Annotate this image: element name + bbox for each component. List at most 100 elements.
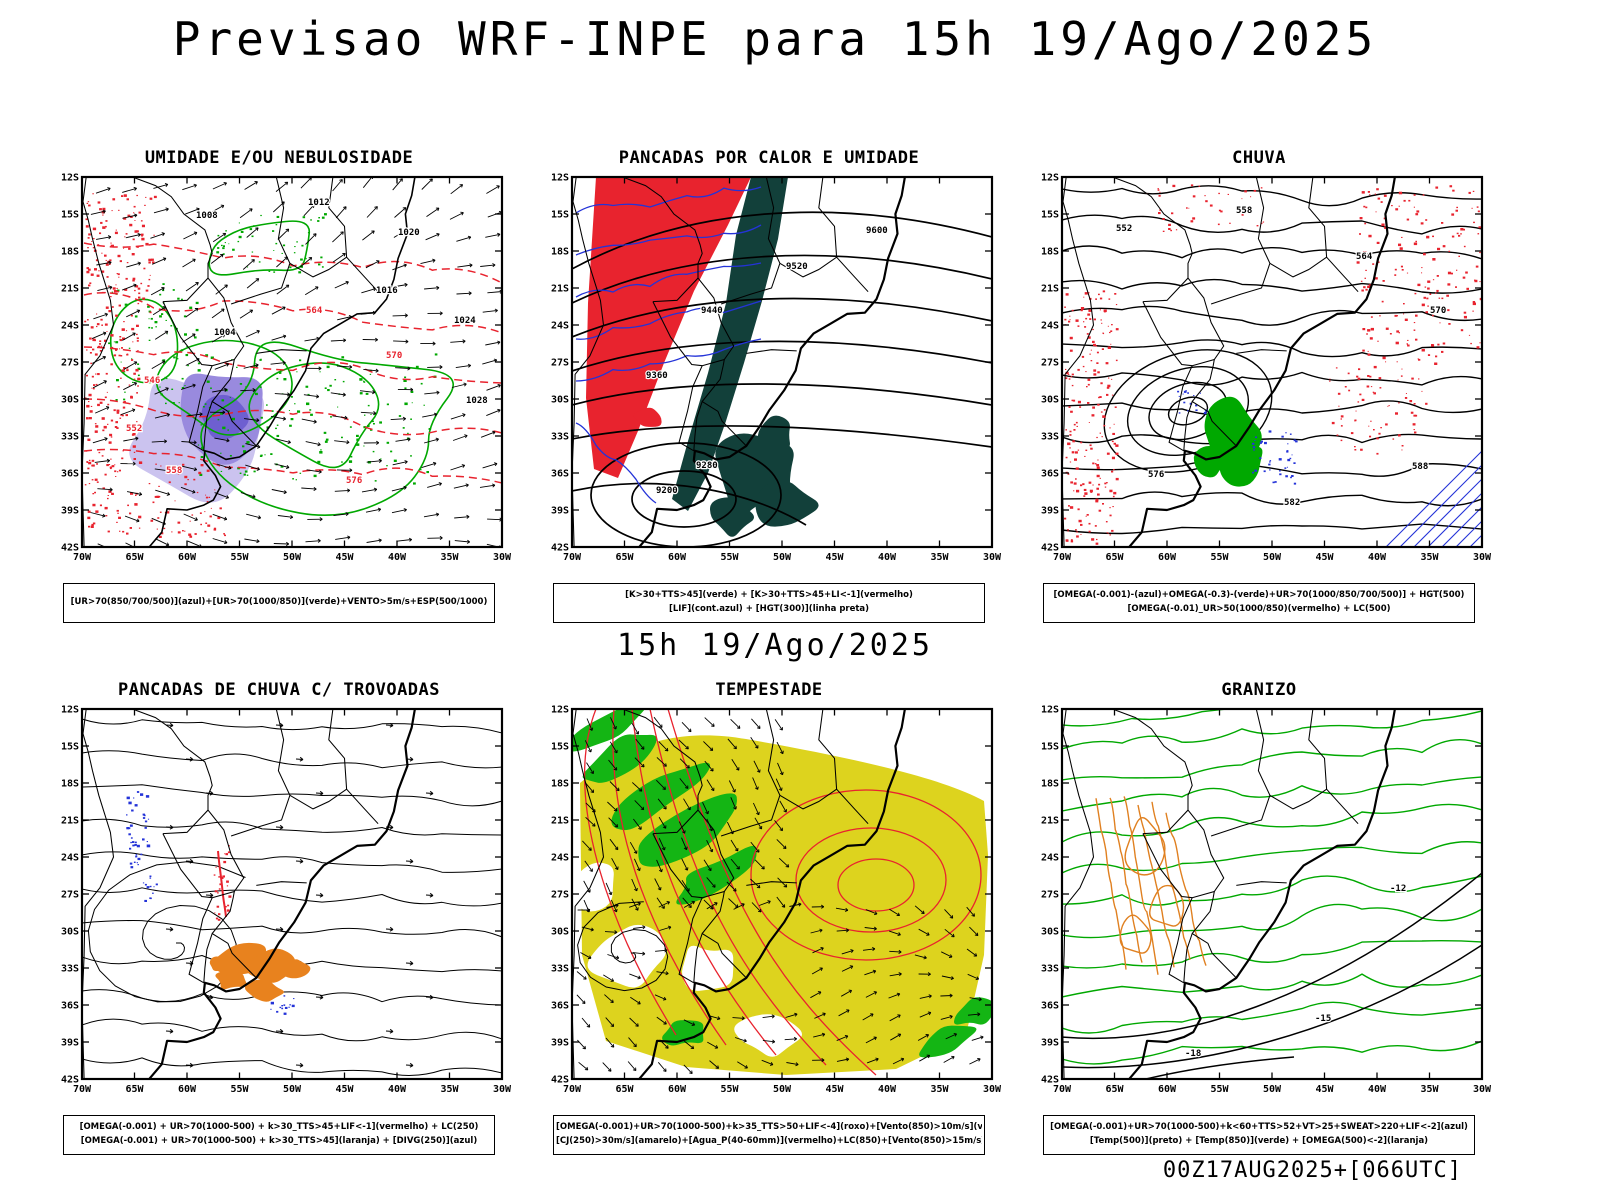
border: [256, 349, 307, 354]
lon-tick-label: 35W: [440, 1084, 459, 1095]
geography: [573, 710, 906, 1078]
border: [1183, 932, 1237, 983]
page-title: Previsao WRF-INPE para 15h 19/Ago/2025: [172, 12, 1378, 66]
lat-tick-label: 15S: [61, 742, 79, 753]
lat-tick-label: 33S: [61, 964, 79, 975]
orange-areas: [209, 942, 311, 1002]
lat-tick-label: 42S: [551, 1075, 569, 1086]
svg-text:9200: 9200: [656, 486, 678, 496]
geography: [83, 710, 416, 1078]
lat-tick-label: 33S: [1041, 964, 1059, 975]
thickness-contours: [83, 242, 501, 484]
lon-tick-label: 65W: [615, 552, 634, 563]
lon-tick-label: 55W: [720, 552, 739, 563]
caption-box-tempestade: [OMEGA(-0.001)+UR>70(1000-500)+k>35_TTS>…: [553, 1115, 985, 1155]
field-layers: [1063, 710, 1481, 1078]
lat-tick-label: 30S: [551, 395, 569, 406]
lon-tick-label: 70W: [1053, 1084, 1072, 1095]
lat-tick-label: 36S: [1041, 1001, 1059, 1012]
coastline: [1128, 710, 1396, 1078]
lon-tick-label: 40W: [878, 552, 897, 563]
border: [328, 710, 379, 825]
lat-tick-label: 12S: [1041, 173, 1059, 184]
lat-tick-label: 21S: [551, 284, 569, 295]
lat-tick-label: 42S: [1041, 1075, 1059, 1086]
map-pancadas-calor: 9200 9280 9360 9440 9520 9600 12S 15S 18S 21S 24S 2…: [536, 173, 1002, 575]
panel-title-tempestade: TEMPESTADE: [715, 680, 823, 700]
red-contours: [583, 710, 982, 1076]
map-frame: [80, 175, 504, 549]
lon-tick-label: 60W: [178, 552, 197, 563]
panel-umidade: UMIDADE E/OU NEBULOSIDADE 1004 1008 1012 10…: [40, 148, 518, 623]
svg-text:558: 558: [1236, 206, 1252, 216]
border: [701, 891, 725, 934]
lon-tick-label: 30W: [1473, 1084, 1492, 1095]
caption-line: [K>30+TTS>45](verde) + [K>30+TTS>45+LI<-…: [625, 590, 913, 601]
panel-tempestade: TEMPESTADE 12S 15S 18S 21S 24S 27S 30S 33S 36S 39…: [530, 680, 1008, 1155]
lat-tick-label: 24S: [1041, 321, 1059, 332]
lon-tick-label: 35W: [1420, 1084, 1439, 1095]
svg-text:588: 588: [1412, 462, 1428, 472]
panel-title-pancadas-calor: PANCADAS POR CALOR E UMIDADE: [618, 148, 920, 168]
caption-line: [OMEGA(-0.001)+UR>70(1000-500)+k<60+TTS>…: [1050, 1122, 1468, 1133]
lat-tick-label: 12S: [61, 173, 79, 184]
svg-text:576: 576: [1148, 470, 1164, 480]
lat-tick-label: 27S: [1041, 358, 1059, 369]
border: [701, 359, 725, 402]
coastline: [638, 710, 906, 1078]
low-spiral: [577, 901, 669, 992]
svg-text:564: 564: [306, 306, 323, 316]
lat-tick-label: 12S: [551, 705, 569, 716]
lat-tick-label: 27S: [61, 890, 79, 901]
field-layers: [83, 718, 501, 1076]
lon-tick-label: 40W: [388, 1084, 407, 1095]
lat-tick-label: 39S: [61, 1038, 79, 1049]
border: [746, 349, 797, 354]
svg-text:1028: 1028: [466, 396, 488, 406]
lon-tick-label: 35W: [440, 552, 459, 563]
temp850-green-contours: [1063, 710, 1481, 1065]
lat-tick-label: 36S: [551, 1001, 569, 1012]
svg-text:1008: 1008: [196, 211, 218, 221]
lon-tick-label: 65W: [615, 1084, 634, 1095]
lon-tick-label: 30W: [1473, 552, 1492, 563]
lat-tick-label: 33S: [1041, 432, 1059, 443]
lon-tick-label: 70W: [73, 1084, 92, 1095]
lat-tick-label: 21S: [61, 816, 79, 827]
lat-tick-label: 18S: [1041, 779, 1059, 790]
svg-text:1024: 1024: [454, 316, 476, 326]
lon-tick-label: 50W: [1263, 1084, 1282, 1095]
border: [1063, 710, 1095, 1078]
lat-tick-label: 30S: [1041, 927, 1059, 938]
lat-tick-label: 33S: [551, 432, 569, 443]
caption-line: [OMEGA(-0.001)+UR>70(1000-500)+k>35_TTS>…: [556, 1122, 982, 1133]
lon-tick-label: 45W: [825, 552, 844, 563]
map-frame: [1060, 175, 1484, 549]
panel-title-chuva: CHUVA: [1232, 148, 1286, 168]
panel-title-umidade: UMIDADE E/OU NEBULOSIDADE: [144, 148, 414, 168]
lon-tick-label: 60W: [1158, 1084, 1177, 1095]
panel-row-top: UMIDADE E/OU NEBULOSIDADE 1004 1008 1012 10…: [40, 148, 1498, 623]
lon-tick-label: 60W: [668, 552, 687, 563]
lat-tick-label: 12S: [551, 173, 569, 184]
border: [1113, 178, 1193, 279]
lat-tick-label: 18S: [1041, 247, 1059, 258]
lon-tick-label: 55W: [1210, 1084, 1229, 1095]
border: [211, 359, 235, 402]
border: [1269, 788, 1327, 810]
border: [1113, 710, 1193, 811]
border: [623, 710, 703, 811]
border: [162, 809, 245, 899]
lat-tick-label: 15S: [1041, 742, 1059, 753]
panel-row-bottom: PANCADAS DE CHUVA C/ TROVOADAS 12S 15S 18S…: [40, 680, 1498, 1155]
lat-tick-label: 39S: [1041, 1038, 1059, 1049]
border: [230, 710, 291, 837]
caption-line: [OMEGA(-0.001) + UR>70(1000-500) + k>30_…: [80, 1136, 478, 1146]
border: [289, 788, 347, 810]
caption-line: [CJ(250)>30m/s](amarelo)+[Agua_P(40-60mm…: [556, 1136, 982, 1146]
label-overlay: 9200 9280 9360 9440 9520 9600: [645, 225, 889, 497]
border: [652, 809, 735, 899]
lat-tick-label: 27S: [61, 358, 79, 369]
lat-tick-label: 12S: [1041, 705, 1059, 716]
